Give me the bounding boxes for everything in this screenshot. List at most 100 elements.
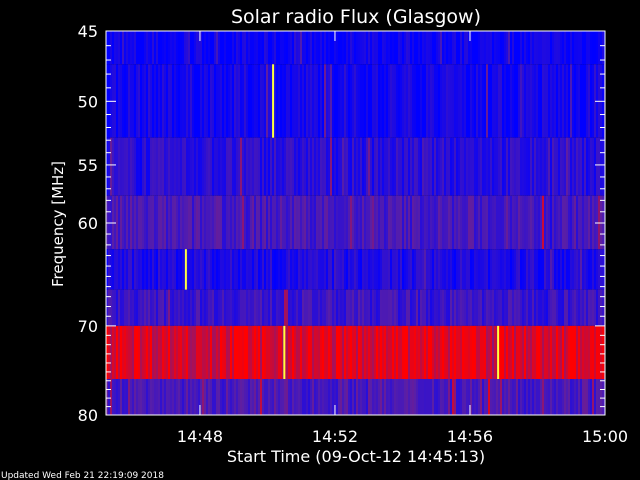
heatmap-cell xyxy=(534,325,537,380)
heatmap-cell xyxy=(466,195,469,250)
heatmap-cell xyxy=(130,325,133,380)
heatmap-cell xyxy=(292,64,295,138)
heatmap-cell xyxy=(228,379,231,415)
heatmap-cell xyxy=(226,195,229,250)
heatmap-cell xyxy=(490,289,493,326)
heatmap-cell xyxy=(556,195,559,250)
heatmap-cell xyxy=(144,249,147,290)
heatmap-cell xyxy=(228,249,231,290)
heatmap-cell xyxy=(238,64,241,138)
heatmap-cell xyxy=(236,249,239,290)
heatmap-cell xyxy=(218,137,221,196)
heatmap-cell xyxy=(270,137,273,196)
heatmap-cell xyxy=(560,325,563,380)
heatmap-cell xyxy=(452,249,455,290)
heatmap-cell xyxy=(482,31,485,65)
heatmap-cell xyxy=(386,379,389,415)
heatmap-cell xyxy=(230,195,233,250)
heatmap-cell xyxy=(134,249,137,290)
heatmap-cell xyxy=(156,289,159,326)
heatmap-cell xyxy=(118,249,121,290)
heatmap-cell xyxy=(278,195,281,250)
heatmap-cell xyxy=(438,379,441,415)
heatmap-cell xyxy=(362,379,365,415)
heatmap-cell xyxy=(148,325,151,380)
heatmap-cell xyxy=(212,325,215,380)
heatmap-cell xyxy=(250,249,253,290)
heatmap-cell xyxy=(478,64,481,138)
heatmap-cell xyxy=(510,195,513,250)
heatmap-cell xyxy=(290,137,293,196)
heatmap-cell xyxy=(196,195,199,250)
heatmap-cell xyxy=(428,137,431,196)
heatmap-cell xyxy=(262,195,265,250)
heatmap-cell xyxy=(320,31,323,65)
heatmap-cell xyxy=(302,31,305,65)
heatmap-cell xyxy=(426,137,429,196)
heatmap-cell xyxy=(410,325,413,380)
heatmap-cell xyxy=(326,379,329,415)
heatmap-cell xyxy=(326,137,329,196)
heatmap-cell xyxy=(228,64,231,138)
heatmap-cell xyxy=(518,325,521,380)
heatmap-cell xyxy=(600,379,603,415)
heatmap-cell xyxy=(320,137,323,196)
heatmap-cell xyxy=(548,325,551,380)
heatmap-cell xyxy=(412,249,415,290)
heatmap-cell xyxy=(258,137,261,196)
heatmap-cell xyxy=(518,289,521,326)
heatmap-cell xyxy=(180,195,183,250)
heatmap-cell xyxy=(470,137,473,196)
heatmap-cell xyxy=(166,289,169,326)
heatmap-cell xyxy=(374,325,377,380)
heatmap-cell xyxy=(252,379,255,415)
heatmap-cell xyxy=(512,195,515,250)
heatmap-cell xyxy=(192,31,195,65)
heatmap-cell xyxy=(432,137,435,196)
heatmap-cell xyxy=(554,31,557,65)
heatmap-cell xyxy=(460,31,463,65)
heatmap-cell xyxy=(318,325,321,380)
heatmap-cell xyxy=(298,195,301,250)
heatmap-cell xyxy=(360,289,363,326)
heatmap-cell xyxy=(284,64,287,138)
heatmap-cell xyxy=(526,249,529,290)
heatmap-cell xyxy=(338,289,341,326)
heatmap-cell xyxy=(142,289,145,326)
heatmap-cell xyxy=(408,249,411,290)
heatmap-cell xyxy=(594,195,597,250)
heatmap-cell xyxy=(550,31,553,65)
heatmap-cell xyxy=(480,325,483,380)
heatmap-cell xyxy=(260,325,263,380)
heatmap-cell xyxy=(474,137,477,196)
heatmap-cell xyxy=(142,31,145,65)
heatmap-cell xyxy=(376,64,379,138)
heatmap-cell xyxy=(544,31,547,65)
heatmap-cell xyxy=(508,289,511,326)
heatmap-cell xyxy=(122,64,125,138)
heatmap-cell xyxy=(118,64,121,138)
heatmap-cell xyxy=(354,195,357,250)
heatmap-cell xyxy=(430,31,433,65)
heatmap-cell xyxy=(420,195,423,250)
heatmap-cell xyxy=(424,137,427,196)
heatmap-cell xyxy=(256,249,259,290)
heatmap-cell xyxy=(398,64,401,138)
heatmap-cell xyxy=(276,137,279,196)
heatmap-cell xyxy=(434,325,437,380)
heatmap-cell xyxy=(388,249,391,290)
heatmap-cell xyxy=(348,64,351,138)
heatmap-cell xyxy=(470,195,473,250)
heatmap-cell xyxy=(150,31,153,65)
heatmap-cell xyxy=(436,137,439,196)
heatmap-cell xyxy=(538,249,541,290)
heatmap-cell xyxy=(314,379,317,415)
heatmap-cell xyxy=(160,195,163,250)
heatmap-cell xyxy=(258,64,261,138)
heatmap-cell xyxy=(454,379,457,415)
heatmap-cell xyxy=(304,289,307,326)
heatmap-cell xyxy=(324,64,327,138)
heatmap-cell xyxy=(180,64,183,138)
heatmap-cell xyxy=(132,325,135,380)
heatmap-cell xyxy=(560,249,563,290)
